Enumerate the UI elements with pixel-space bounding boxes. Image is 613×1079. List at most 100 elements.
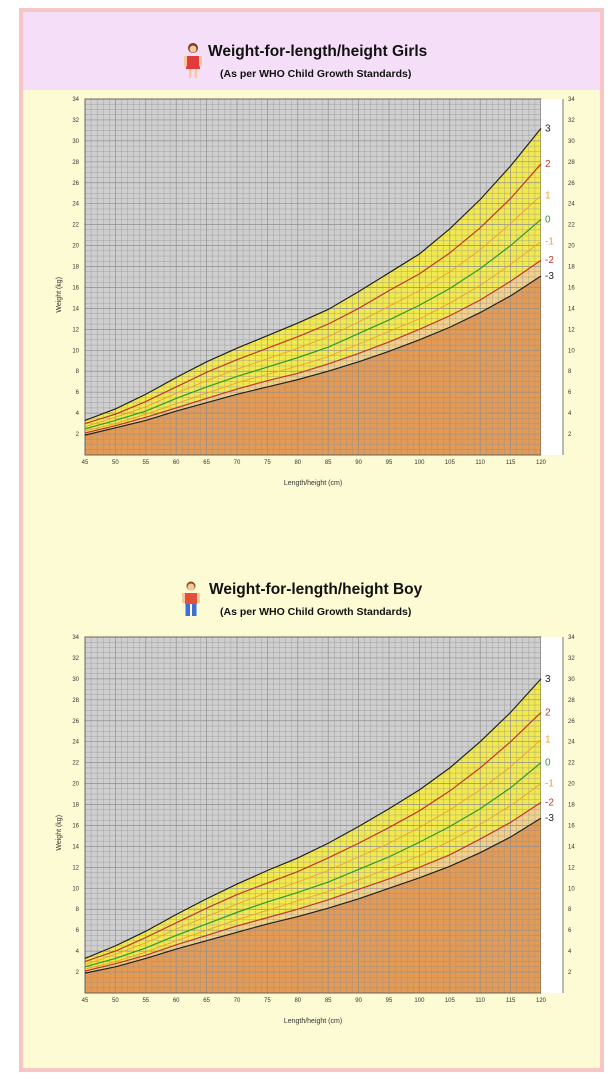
boys-y-tick-right: 14 [568, 844, 575, 850]
boys-y-tick-right: 24 [568, 740, 575, 746]
boys-x-tick: 90 [355, 998, 362, 1004]
boys-y-tick-right: 8 [568, 907, 572, 913]
girl-icon [184, 43, 202, 78]
girls-x-tick: 60 [173, 460, 180, 466]
boys-y-tick-left: 2 [76, 970, 80, 976]
girls-x-tick: 115 [506, 460, 516, 466]
boys-y-tick-right: 34 [568, 635, 575, 641]
girls-y-tick-left: 10 [72, 348, 79, 354]
girls-y-tick-right: 10 [568, 348, 575, 354]
boys-y-tick-left: 24 [72, 740, 79, 746]
girls-series-label-1: 1 [545, 190, 551, 201]
boys-chart-header: Weight-for-length/height Boy (As per WHO… [23, 550, 600, 628]
girls-series-label--1: -1 [545, 236, 554, 247]
girls-y-tick-right: 20 [568, 244, 575, 250]
girls-y-tick-right: 6 [568, 390, 572, 396]
girls-x-tick: 50 [112, 460, 119, 466]
page-frame: Weight-for-length/height Girls (As per W… [19, 8, 604, 1072]
girls-chart-title: Weight-for-length/height Girls [208, 43, 428, 60]
girls-x-tick: 120 [536, 460, 547, 466]
boys-y-tick-left: 28 [72, 698, 79, 704]
girls-x-tick: 75 [264, 460, 271, 466]
girls-y-tick-right: 18 [568, 265, 575, 271]
boys-y-tick-left: 20 [72, 782, 79, 788]
girls-chart-panel: Weight-for-length/height Girls (As per W… [23, 12, 600, 527]
boys-y-tick-right: 32 [568, 656, 575, 662]
girls-series-line-0 [84, 218, 542, 430]
girls-y-tick-right: 12 [568, 327, 575, 333]
girls-y-tick-left: 14 [72, 306, 79, 312]
girls-x-tick: 55 [142, 460, 149, 466]
girls-y-tick-right: 8 [568, 369, 572, 375]
girls-y-tick-right: 24 [568, 202, 575, 208]
girls-y-axis-label: Weight (kg) [56, 277, 63, 313]
girls-y-tick-right: 2 [568, 432, 572, 438]
boys-series-label--1: -1 [545, 779, 554, 790]
girls-x-tick: 45 [82, 460, 89, 466]
girls-y-tick-right: 28 [568, 160, 575, 166]
boys-series-label--3: -3 [545, 813, 554, 824]
girls-y-tick-left: 2 [76, 432, 80, 438]
girls-y-tick-left: 16 [72, 285, 79, 291]
boys-y-tick-left: 18 [72, 803, 79, 809]
girls-x-tick: 85 [325, 460, 332, 466]
boys-chart-panel: Weight-for-length/height Boy (As per WHO… [23, 550, 600, 1070]
boys-x-tick: 115 [506, 998, 516, 1004]
girls-y-tick-right: 30 [568, 139, 575, 145]
boys-y-tick-right: 12 [568, 865, 575, 871]
boys-x-tick: 65 [203, 998, 210, 1004]
boys-y-tick-right: 2 [568, 970, 572, 976]
boys-series-line-0 [84, 762, 542, 968]
girls-series-label-3: 3 [545, 123, 551, 134]
boys-series-line--2 [84, 801, 542, 972]
girls-y-tick-right: 26 [568, 181, 575, 187]
boys-y-tick-right: 4 [568, 949, 572, 955]
boys-y-tick-left: 4 [76, 949, 80, 955]
boys-label-strip [541, 637, 563, 993]
boys-x-tick: 75 [264, 998, 271, 1004]
boys-x-tick: 80 [294, 998, 301, 1004]
girls-y-tick-right: 4 [568, 411, 572, 417]
girls-series-label--2: -2 [545, 255, 554, 266]
boys-series-line-2 [84, 711, 542, 963]
boys-series-line--1 [84, 783, 542, 970]
boys-y-axis-label: Weight (kg) [56, 815, 63, 851]
boys-x-tick: 85 [325, 998, 332, 1004]
boys-x-tick: 105 [445, 998, 456, 1004]
girls-x-axis-label: Length/height (cm) [284, 480, 342, 487]
boys-x-tick: 55 [142, 998, 149, 1004]
boys-x-tick: 100 [414, 998, 425, 1004]
boys-y-tick-left: 34 [72, 635, 79, 641]
girls-y-tick-left: 4 [76, 411, 80, 417]
boys-y-tick-left: 16 [72, 823, 79, 829]
boys-y-tick-right: 10 [568, 886, 575, 892]
boys-x-tick: 110 [475, 998, 485, 1004]
boys-x-tick: 45 [82, 998, 89, 1004]
boys-series-label-0: 0 [545, 758, 551, 769]
boys-series-label-2: 2 [545, 707, 551, 718]
girls-series-line--3 [84, 275, 542, 436]
boys-y-tick-right: 16 [568, 823, 575, 829]
boys-y-tick-left: 26 [72, 719, 79, 725]
boys-x-tick: 50 [112, 998, 119, 1004]
boys-x-axis-label: Length/height (cm) [284, 1018, 342, 1025]
girls-y-tick-left: 8 [76, 369, 80, 375]
boys-y-tick-right: 28 [568, 698, 575, 704]
boys-y-tick-right: 6 [568, 928, 572, 934]
boys-chart-subtitle: (As per WHO Child Growth Standards) [220, 606, 412, 618]
boys-series-label-1: 1 [545, 735, 551, 746]
girls-label-strip [541, 99, 563, 455]
boys-y-tick-left: 8 [76, 907, 80, 913]
girls-series-label--3: -3 [545, 271, 554, 282]
girls-x-tick: 95 [386, 460, 393, 466]
girls-y-tick-left: 30 [72, 139, 79, 145]
girls-series-line-1 [84, 194, 542, 428]
girls-y-tick-left: 12 [72, 327, 79, 333]
boys-x-tick: 70 [234, 998, 241, 1004]
girls-y-tick-left: 6 [76, 390, 80, 396]
girls-y-tick-right: 22 [568, 223, 575, 229]
boys-series-line--3 [84, 817, 542, 974]
boys-y-tick-left: 14 [72, 844, 79, 850]
girls-x-tick: 105 [445, 460, 456, 466]
